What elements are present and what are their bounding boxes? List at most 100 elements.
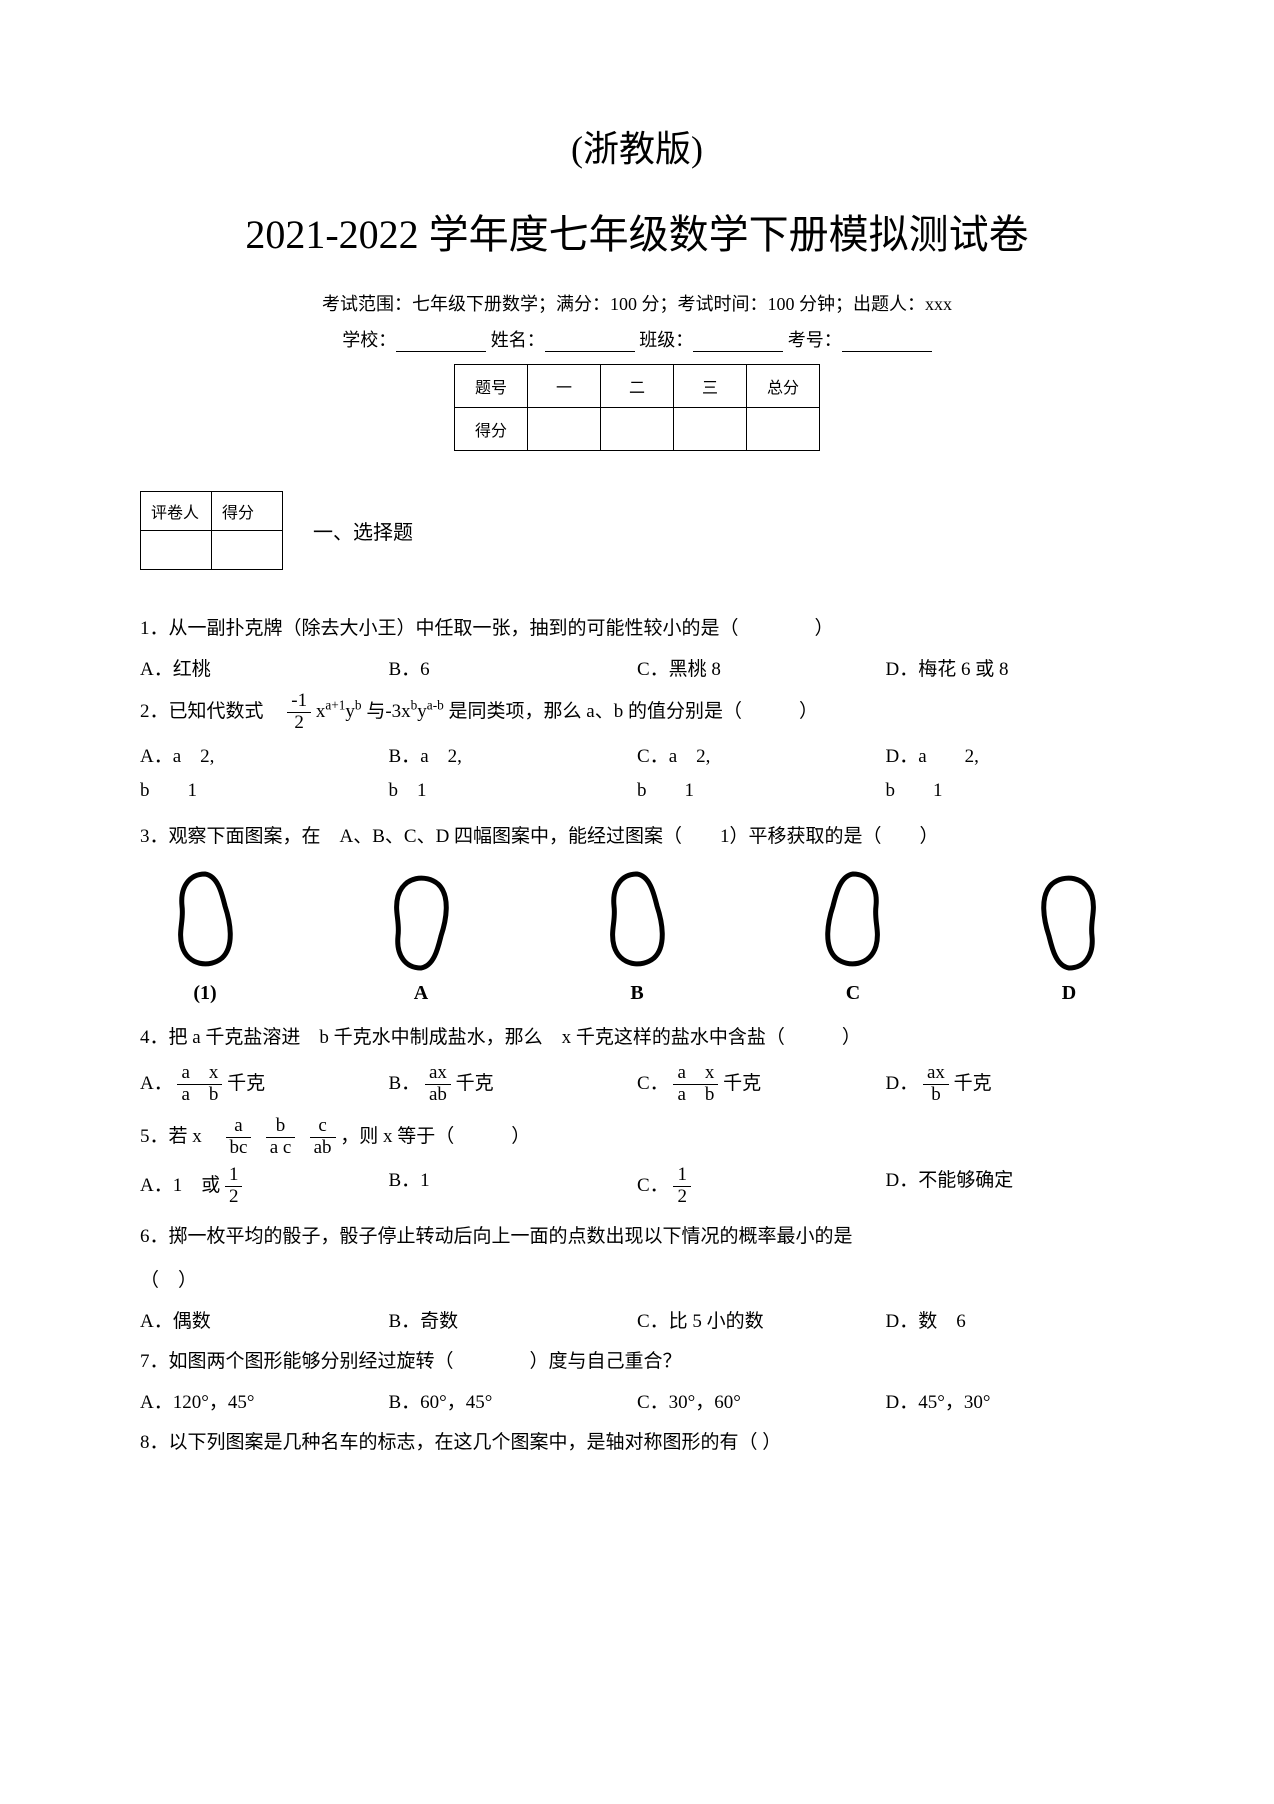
grader-table: 评卷人 得分 [140, 491, 283, 570]
q2-a-l2: b 1 [140, 774, 389, 808]
q2-frac-den: 2 [287, 713, 311, 734]
q5-f2n: b [266, 1116, 296, 1138]
q5-options: A．1 或 12 B．1 C． 12 D．不能够确定 [140, 1165, 1134, 1208]
q2-y2: y [417, 701, 427, 722]
school-blank[interactable] [396, 333, 486, 352]
score-cell-2[interactable] [601, 408, 674, 451]
q3-label-c: C [808, 982, 898, 1005]
q1-options: A．红桃 B．6 C．黑桃 8 D．梅花 6 或 8 [140, 654, 1134, 681]
q2-sup4: a-b [427, 697, 444, 712]
q6-stem2: （ ） [140, 1262, 1134, 1300]
q6-opt-d[interactable]: D．数 6 [886, 1306, 1135, 1333]
q7-opt-c[interactable]: C．30°，60° [637, 1387, 886, 1414]
info-blanks-row: 学校： 姓名： 班级： 考号： [140, 326, 1134, 352]
q2-prefix: 2．已知代数式 [140, 701, 283, 722]
q4-a-unit: 千克 [227, 1073, 265, 1094]
grader-blank-2[interactable] [212, 531, 283, 570]
q2-options: A．a 2, b 1 B．a 2, b 1 C．a 2, b 1 D．a 2, … [140, 740, 1134, 808]
grader-blank-1[interactable] [141, 531, 212, 570]
score-h3: 三 [674, 365, 747, 408]
q5-opt-b[interactable]: B．1 [389, 1165, 638, 1208]
q4-options: A． a xa b 千克 B． axab 千克 C． a xa b 千克 D． … [140, 1063, 1134, 1106]
q3-fig-d[interactable]: D [1024, 866, 1114, 1005]
q4-opt-a[interactable]: A． a xa b 千克 [140, 1063, 389, 1106]
name-blank[interactable] [545, 333, 635, 352]
q4-a-label: A． [140, 1073, 173, 1094]
q4-opt-d[interactable]: D． axb 千克 [886, 1063, 1135, 1106]
q5-opt-a[interactable]: A．1 或 12 [140, 1165, 389, 1208]
q4-d-unit: 千克 [954, 1073, 992, 1094]
q4-stem: 4．把 a 千克盐溶进 b 千克水中制成盐水，那么 x 千克这样的盐水中含盐（ … [140, 1019, 1134, 1057]
school-label: 学校： [342, 330, 396, 350]
q2-opt-a[interactable]: A．a 2, b 1 [140, 740, 389, 808]
q2-a-label: A． [140, 746, 173, 767]
q2-stem: 2．已知代数式 -1 2 xa+1yb 与-3xbya-b 是同类项，那么 a、… [140, 691, 1134, 734]
q4-opt-c[interactable]: C． a xa b 千克 [637, 1063, 886, 1106]
q2-d-label: D． [886, 746, 919, 767]
q4-opt-b[interactable]: B． axab 千克 [389, 1063, 638, 1106]
q5-opt-c[interactable]: C． 12 [637, 1165, 886, 1208]
score-h1: 一 [528, 365, 601, 408]
q4-d-num: ax [923, 1063, 949, 1085]
q3-label-b: B [592, 982, 682, 1005]
q1-opt-a[interactable]: A．红桃 [140, 654, 389, 681]
q3-fig-c[interactable]: C [808, 866, 898, 1005]
q1-opt-b[interactable]: B．6 [389, 654, 638, 681]
score-cell-1[interactable] [528, 408, 601, 451]
q2-a-l1: a 2, [173, 746, 215, 767]
q6-opt-c[interactable]: C．比 5 小的数 [637, 1306, 886, 1333]
grader-score-label: 得分 [212, 492, 283, 531]
q5-c-den: 2 [673, 1187, 691, 1208]
q2-opt-b[interactable]: B．a 2, b 1 [389, 740, 638, 808]
q2-y: y [345, 701, 355, 722]
class-label: 班级： [639, 330, 693, 350]
q2-suffix: 是同类项，那么 a、b 的值分别是（ ） [449, 701, 818, 722]
q7-opt-d[interactable]: D．45°，30° [886, 1387, 1135, 1414]
score-cell-total[interactable] [747, 408, 820, 451]
score-cell-3[interactable] [674, 408, 747, 451]
name-label: 姓名： [491, 330, 545, 350]
main-title: 2021-2022 学年度七年级数学下册模拟测试卷 [140, 202, 1134, 260]
grader-label: 评卷人 [141, 492, 212, 531]
q7-opt-b[interactable]: B．60°，45° [389, 1387, 638, 1414]
q4-c-den: a b [673, 1085, 718, 1106]
q4-d-label: D． [886, 1073, 919, 1094]
q3-fig-b[interactable]: B [592, 866, 682, 1005]
q3-fig-a[interactable]: A [376, 866, 466, 1005]
q2-and: 与-3x [366, 701, 410, 722]
q6-opt-a[interactable]: A．偶数 [140, 1306, 389, 1333]
q1-opt-c[interactable]: C．黑桃 8 [637, 654, 886, 681]
q2-x: x [316, 701, 326, 722]
q1-opt-d[interactable]: D．梅花 6 或 8 [886, 654, 1135, 681]
q4-b-den: ab [425, 1085, 451, 1106]
class-blank[interactable] [693, 333, 783, 352]
q2-d-l1: a 2, [918, 746, 979, 767]
q5-f3n: c [310, 1116, 336, 1138]
q5-a-num: 1 [225, 1165, 243, 1187]
q5-opt-d[interactable]: D．不能够确定 [886, 1165, 1135, 1208]
q6-opt-b[interactable]: B．奇数 [389, 1306, 638, 1333]
section-1-title: 一、选择题 [313, 516, 413, 545]
examno-blank[interactable] [842, 333, 932, 352]
q2-b-l2: b 1 [389, 774, 638, 808]
score-h4: 总分 [747, 365, 820, 408]
q3-label-a: A [376, 982, 466, 1005]
q6-stem: 6．掷一枚平均的骰子，骰子停止转动后向上一面的点数出现以下情况的概率最小的是 [140, 1218, 1134, 1256]
q2-sup1: a+1 [325, 697, 345, 712]
q4-b-label: B． [389, 1073, 421, 1094]
q5-f1d: bc [226, 1138, 252, 1159]
q2-opt-d[interactable]: D．a 2, b 1 [886, 740, 1135, 808]
q7-options: A．120°，45° B．60°，45° C．30°，60° D．45°，30° [140, 1387, 1134, 1414]
q7-stem: 7．如图两个图形能够分别经过旋转（ ）度与自己重合？ [140, 1343, 1134, 1381]
q5-prefix: 5．若 x [140, 1126, 221, 1147]
score-h2: 二 [601, 365, 674, 408]
q4-c-num: a x [673, 1063, 718, 1085]
q2-c-l2: b 1 [637, 774, 886, 808]
q5-stem: 5．若 x abc ba c cab ，则 x 等于（ ） [140, 1116, 1134, 1159]
q3-fig-1: (1) [160, 866, 250, 1005]
q4-d-den: b [923, 1085, 949, 1106]
q1-stem: 1．从一副扑克牌（除去大小王）中任取一张，抽到的可能性较小的是（ ） [140, 610, 1134, 648]
q5-f1n: a [226, 1116, 252, 1138]
q7-opt-a[interactable]: A．120°，45° [140, 1387, 389, 1414]
q2-opt-c[interactable]: C．a 2, b 1 [637, 740, 886, 808]
